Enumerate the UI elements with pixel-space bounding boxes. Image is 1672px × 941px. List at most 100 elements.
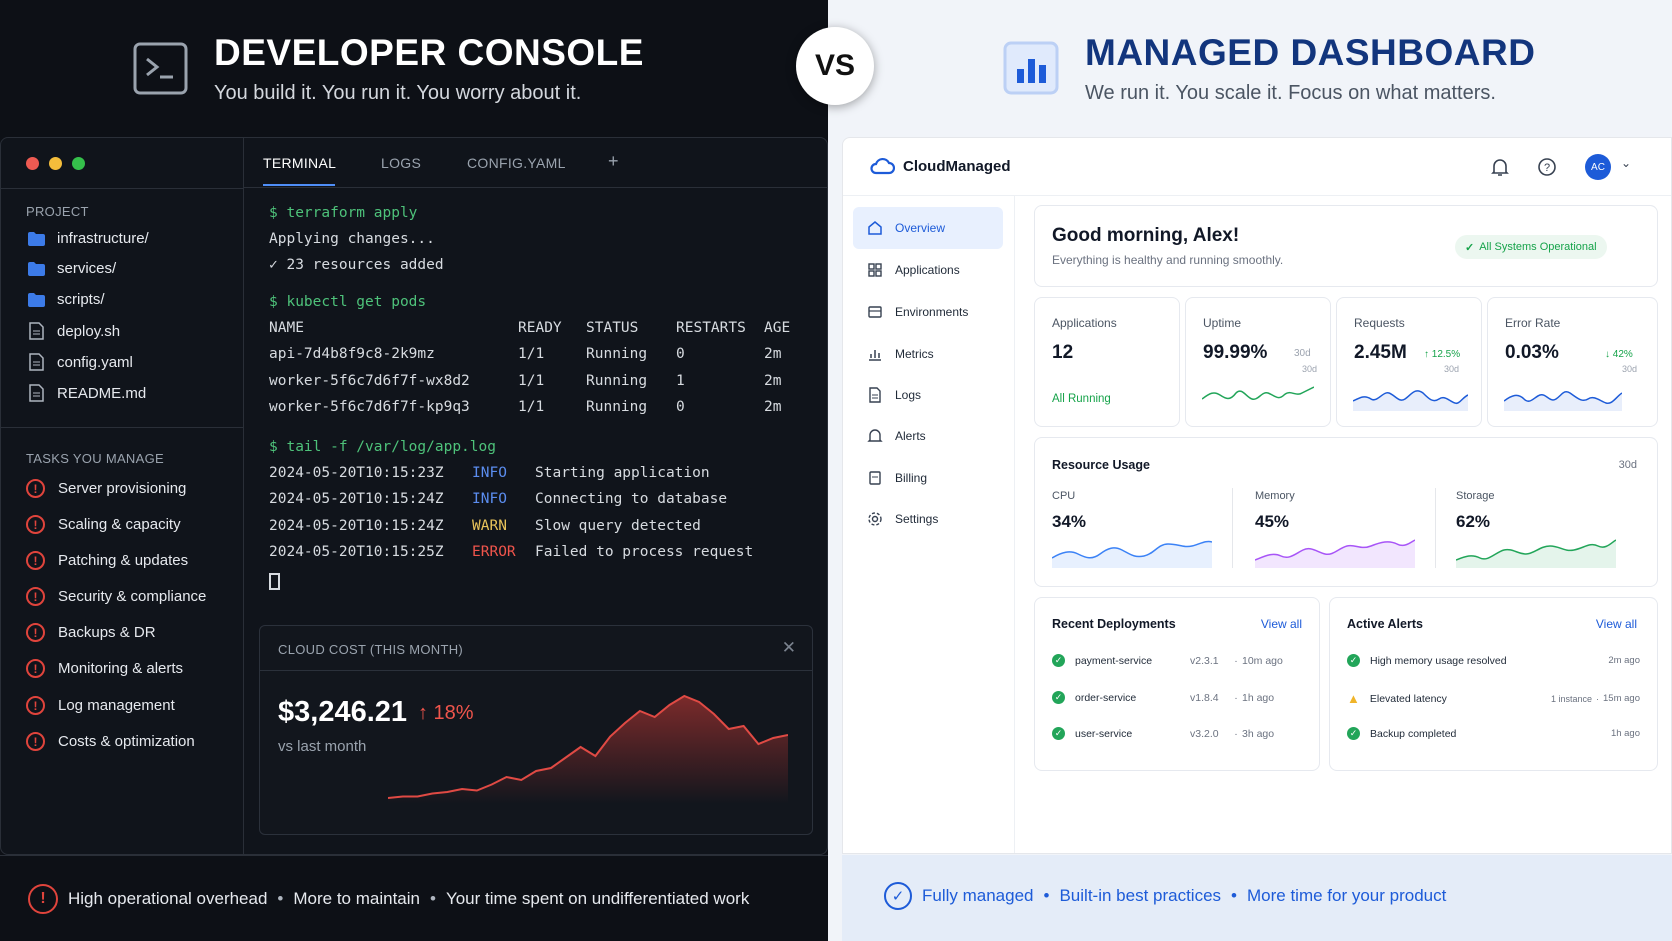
deployment-row[interactable]: ✓ user-service v3.2.0 · 3h ago	[1052, 727, 1302, 740]
task-item: ! Scaling & capacity	[26, 515, 181, 534]
view-all-alerts-link[interactable]: View all	[1595, 617, 1637, 631]
check-icon: ✓	[1052, 727, 1065, 740]
bell-icon	[867, 429, 883, 442]
tab-terminal[interactable]: TERMINAL	[263, 155, 337, 171]
greeting-subtitle: Everything is healthy and running smooth…	[1052, 253, 1284, 267]
cpu-sparkline	[1052, 540, 1212, 568]
receipt-icon	[869, 471, 881, 485]
file-item[interactable]: deploy.sh	[28, 322, 120, 340]
vs-badge: VS	[796, 27, 874, 105]
task-item: ! Costs & optimization	[26, 732, 195, 751]
bell-icon[interactable]	[1491, 158, 1509, 177]
left-title: DEVELOPER CONSOLE	[214, 32, 644, 73]
terminal-line: ✓ 23 resources added	[269, 257, 444, 273]
file-item[interactable]: services/	[28, 260, 116, 277]
cost-trend-area	[388, 696, 788, 804]
check-icon: ✓	[1347, 654, 1360, 667]
task-item: ! Backups & DR	[26, 623, 156, 642]
close-dot[interactable]	[26, 157, 39, 170]
file-item[interactable]: config.yaml	[28, 353, 133, 371]
nav-alerts[interactable]: Alerts	[853, 415, 1003, 457]
view-all-deployments-link[interactable]: View all	[1260, 617, 1302, 631]
dashboard-window: CloudManaged ? AC ⌄ Overview Application…	[842, 137, 1672, 854]
minimize-dot[interactable]	[49, 157, 62, 170]
layers-icon	[868, 306, 882, 318]
tab-logs[interactable]: LOGS	[381, 155, 422, 171]
kpi-card-requests[interactable]: Requests 2.45M ↑ 12.5% 30d	[1336, 297, 1482, 427]
nav-billing[interactable]: Billing	[853, 457, 1003, 499]
console-sidebar: PROJECT infrastructure/ services/ script…	[1, 138, 244, 854]
nav-applications[interactable]: Applications	[853, 249, 1003, 291]
console-tabs	[244, 138, 827, 188]
left-subtitle: You build it. You run it. You worry abou…	[214, 82, 582, 104]
window-controls	[26, 157, 85, 170]
home-icon	[868, 221, 882, 235]
bar-chart-icon	[1003, 41, 1059, 95]
cost-title: CLOUD COST (THIS MONTH)	[278, 642, 464, 657]
warning-icon: !	[26, 515, 45, 534]
brand[interactable]: CloudManaged	[869, 157, 1011, 175]
alert-row[interactable]: ▲ Elevated latency 1 instance · 15m ago	[1347, 691, 1640, 706]
task-item: ! Log management	[26, 696, 175, 715]
help-icon[interactable]: ?	[1537, 157, 1557, 177]
document-icon	[869, 387, 881, 403]
terminal-cursor[interactable]	[269, 573, 280, 590]
file-item[interactable]: scripts/	[28, 291, 105, 308]
task-item: ! Security & compliance	[26, 587, 206, 606]
warning-triangle-icon: ▲	[1347, 691, 1360, 706]
uptime-sparkline	[1202, 386, 1314, 400]
active-alerts-card: Active Alerts View all ✓ High memory usag…	[1329, 597, 1658, 771]
tab-config[interactable]: CONFIG.YAML	[467, 155, 566, 171]
nav-settings[interactable]: Settings	[853, 498, 1003, 540]
cost-change: ↑ 18%	[418, 702, 474, 724]
nav-overview[interactable]: Overview	[853, 207, 1003, 249]
alert-row[interactable]: ✓ High memory usage resolved 2m ago	[1347, 654, 1640, 667]
bar-chart-icon	[869, 350, 881, 361]
status-badge: ✓ All Systems Operational	[1455, 235, 1607, 259]
cost-trend-chart	[388, 694, 788, 804]
console-window: PROJECT infrastructure/ services/ script…	[0, 137, 828, 855]
grid-icon	[868, 263, 882, 277]
close-icon[interactable]: ✕	[781, 638, 796, 657]
cost-compare: vs last month	[278, 738, 367, 755]
warning-icon: !	[28, 884, 58, 914]
tasks-label: TASKS YOU MANAGE	[26, 451, 164, 466]
folder-icon	[28, 261, 45, 276]
nav-environments[interactable]: Environments	[853, 291, 1003, 333]
alert-row[interactable]: ✓ Backup completed 1h ago	[1347, 727, 1640, 740]
deployment-row[interactable]: ✓ payment-service v2.3.1 · 10m ago	[1052, 654, 1302, 667]
cost-value: $3,246.21	[278, 696, 408, 728]
memory-sparkline	[1255, 539, 1415, 568]
nav-metrics[interactable]: Metrics	[853, 333, 1003, 375]
kpi-card-applications[interactable]: Applications 12 All Running	[1034, 297, 1180, 427]
project-label: PROJECT	[26, 204, 89, 219]
warning-icon: !	[26, 659, 45, 678]
greeting-card: Good morning, Alex! Everything is health…	[1034, 205, 1658, 287]
recent-deployments-card: Recent Deployments View all ✓ payment-ser…	[1034, 597, 1320, 771]
kpi-card-error-rate[interactable]: Error Rate 0.03% ↓ 42% 30d	[1487, 297, 1658, 427]
check-icon: ✓	[1465, 241, 1475, 254]
file-item[interactable]: README.md	[28, 384, 146, 402]
svg-text:?: ?	[1544, 162, 1550, 174]
maximize-dot[interactable]	[72, 157, 85, 170]
folder-icon	[28, 231, 45, 246]
file-icon	[29, 353, 44, 371]
chevron-down-icon[interactable]: ⌄	[1621, 156, 1632, 170]
folder-icon	[28, 292, 45, 307]
greeting: Good morning, Alex!	[1052, 225, 1240, 246]
cloud-cost-card: CLOUD COST (THIS MONTH) ✕ $3,246.21 ↑ 18…	[259, 625, 813, 835]
nav-logs[interactable]: Logs	[853, 374, 1003, 416]
check-icon: ✓	[1347, 727, 1360, 740]
kpi-card-uptime[interactable]: Uptime 99.99% 30d 30d	[1185, 297, 1331, 427]
add-tab-button[interactable]: +	[608, 151, 619, 171]
task-item: ! Server provisioning	[26, 479, 186, 498]
right-footer: ✓ Fully managed • Built-in best practice…	[842, 855, 1672, 941]
terminal-line: $ terraform apply	[269, 205, 418, 221]
file-item[interactable]: infrastructure/	[28, 230, 149, 247]
cost-trend-line	[388, 694, 788, 799]
right-subtitle: We run it. You scale it. Focus on what m…	[1085, 82, 1496, 104]
right-title: MANAGED DASHBOARD	[1085, 32, 1536, 73]
check-circle-icon: ✓	[884, 882, 912, 910]
avatar[interactable]: AC	[1585, 154, 1611, 180]
deployment-row[interactable]: ✓ order-service v1.8.4 · 1h ago	[1052, 691, 1302, 704]
